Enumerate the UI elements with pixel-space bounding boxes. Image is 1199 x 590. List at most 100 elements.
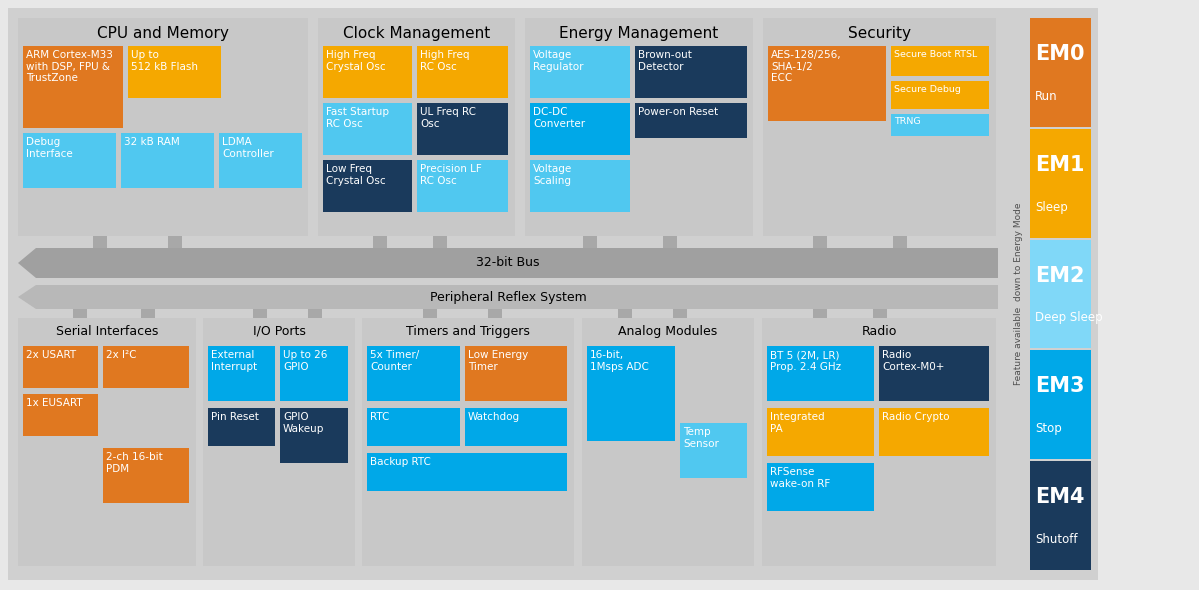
FancyBboxPatch shape <box>769 46 886 121</box>
Text: EM4: EM4 <box>1035 487 1085 507</box>
Text: GPIO
Wakeup: GPIO Wakeup <box>283 412 325 434</box>
FancyBboxPatch shape <box>323 46 412 98</box>
FancyBboxPatch shape <box>94 236 107 278</box>
FancyBboxPatch shape <box>23 46 123 128</box>
FancyBboxPatch shape <box>18 318 195 566</box>
Text: Analog Modules: Analog Modules <box>619 325 718 338</box>
Text: CPU and Memory: CPU and Memory <box>97 26 229 41</box>
FancyBboxPatch shape <box>891 114 989 136</box>
Text: DC-DC
Converter: DC-DC Converter <box>534 107 585 129</box>
Text: Radio: Radio <box>861 325 897 338</box>
Text: EM2: EM2 <box>1035 266 1085 286</box>
FancyBboxPatch shape <box>873 306 887 318</box>
FancyBboxPatch shape <box>367 408 460 446</box>
FancyBboxPatch shape <box>18 18 308 236</box>
FancyBboxPatch shape <box>680 423 747 478</box>
Text: Stop: Stop <box>1035 422 1062 435</box>
FancyBboxPatch shape <box>417 160 508 212</box>
Text: Up to
512 kB Flash: Up to 512 kB Flash <box>131 50 198 71</box>
Text: 2-ch 16-bit
PDM: 2-ch 16-bit PDM <box>106 452 163 474</box>
FancyBboxPatch shape <box>207 346 275 401</box>
Text: 32 kB RAM: 32 kB RAM <box>123 137 180 147</box>
Text: Brown-out
Detector: Brown-out Detector <box>638 50 692 71</box>
Text: High Freq
RC Osc: High Freq RC Osc <box>420 50 470 71</box>
FancyBboxPatch shape <box>635 103 747 138</box>
FancyBboxPatch shape <box>373 236 387 278</box>
FancyBboxPatch shape <box>763 318 996 566</box>
Text: High Freq
Crystal Osc: High Freq Crystal Osc <box>326 50 386 71</box>
Text: Temp
Sensor: Temp Sensor <box>683 427 719 448</box>
FancyBboxPatch shape <box>168 236 182 278</box>
Text: 32-bit Bus: 32-bit Bus <box>476 257 540 270</box>
FancyBboxPatch shape <box>73 306 88 318</box>
FancyBboxPatch shape <box>417 46 508 98</box>
Polygon shape <box>18 248 36 278</box>
FancyBboxPatch shape <box>281 346 348 401</box>
FancyBboxPatch shape <box>767 408 874 456</box>
FancyBboxPatch shape <box>767 463 874 511</box>
FancyBboxPatch shape <box>423 306 436 318</box>
Text: EM0: EM0 <box>1035 44 1085 64</box>
Text: Debug
Interface: Debug Interface <box>26 137 73 159</box>
FancyBboxPatch shape <box>128 46 221 98</box>
FancyBboxPatch shape <box>891 81 989 109</box>
FancyBboxPatch shape <box>362 318 574 566</box>
Text: Voltage
Scaling: Voltage Scaling <box>534 164 572 186</box>
FancyBboxPatch shape <box>318 18 516 236</box>
Text: AES-128/256,
SHA-1/2
ECC: AES-128/256, SHA-1/2 ECC <box>771 50 842 83</box>
Text: I/O Ports: I/O Ports <box>253 325 306 338</box>
FancyBboxPatch shape <box>253 306 267 318</box>
Text: Peripheral Reflex System: Peripheral Reflex System <box>429 290 586 303</box>
Text: EM3: EM3 <box>1035 376 1085 396</box>
FancyBboxPatch shape <box>891 46 989 76</box>
FancyBboxPatch shape <box>1030 350 1091 459</box>
FancyBboxPatch shape <box>103 448 189 503</box>
Text: Secure Debug: Secure Debug <box>894 85 960 94</box>
Text: External
Interrupt: External Interrupt <box>211 350 257 372</box>
FancyBboxPatch shape <box>465 346 567 401</box>
FancyBboxPatch shape <box>417 103 508 155</box>
Text: Precision LF
RC Osc: Precision LF RC Osc <box>420 164 482 186</box>
Text: EM1: EM1 <box>1035 155 1085 175</box>
Text: Run: Run <box>1035 90 1058 103</box>
FancyBboxPatch shape <box>530 46 629 98</box>
Text: Low Energy
Timer: Low Energy Timer <box>468 350 529 372</box>
FancyBboxPatch shape <box>530 160 629 212</box>
Text: 16-bit,
1Msps ADC: 16-bit, 1Msps ADC <box>590 350 649 372</box>
FancyBboxPatch shape <box>23 133 116 188</box>
Text: Up to 26
GPIO: Up to 26 GPIO <box>283 350 327 372</box>
FancyBboxPatch shape <box>813 236 827 278</box>
FancyBboxPatch shape <box>103 346 189 388</box>
FancyBboxPatch shape <box>663 236 677 278</box>
FancyBboxPatch shape <box>530 103 629 155</box>
Text: BT 5 (2M, LR)
Prop. 2.4 GHz: BT 5 (2M, LR) Prop. 2.4 GHz <box>770 350 842 372</box>
FancyBboxPatch shape <box>433 236 447 278</box>
FancyBboxPatch shape <box>23 394 98 436</box>
FancyBboxPatch shape <box>203 318 355 566</box>
FancyBboxPatch shape <box>1030 129 1091 238</box>
FancyBboxPatch shape <box>23 346 98 388</box>
FancyBboxPatch shape <box>588 346 675 441</box>
Text: 2x I²C: 2x I²C <box>106 350 137 360</box>
Polygon shape <box>980 285 998 309</box>
FancyBboxPatch shape <box>1030 18 1091 127</box>
FancyBboxPatch shape <box>308 306 323 318</box>
Text: Feature available  down to Energy Mode: Feature available down to Energy Mode <box>1014 203 1024 385</box>
FancyBboxPatch shape <box>879 346 989 401</box>
FancyBboxPatch shape <box>141 306 155 318</box>
Text: Sleep: Sleep <box>1035 201 1068 214</box>
FancyBboxPatch shape <box>323 160 412 212</box>
Text: Low Freq
Crystal Osc: Low Freq Crystal Osc <box>326 164 386 186</box>
FancyBboxPatch shape <box>582 318 754 566</box>
FancyBboxPatch shape <box>1008 8 1095 580</box>
Text: Energy Management: Energy Management <box>560 26 718 41</box>
Text: Backup RTC: Backup RTC <box>370 457 430 467</box>
FancyBboxPatch shape <box>767 346 874 401</box>
FancyBboxPatch shape <box>635 46 747 98</box>
FancyBboxPatch shape <box>207 408 275 446</box>
FancyBboxPatch shape <box>673 306 687 318</box>
FancyBboxPatch shape <box>1030 461 1091 570</box>
Text: 5x Timer/
Counter: 5x Timer/ Counter <box>370 350 420 372</box>
Text: Radio Crypto: Radio Crypto <box>882 412 950 422</box>
FancyBboxPatch shape <box>8 8 1098 580</box>
